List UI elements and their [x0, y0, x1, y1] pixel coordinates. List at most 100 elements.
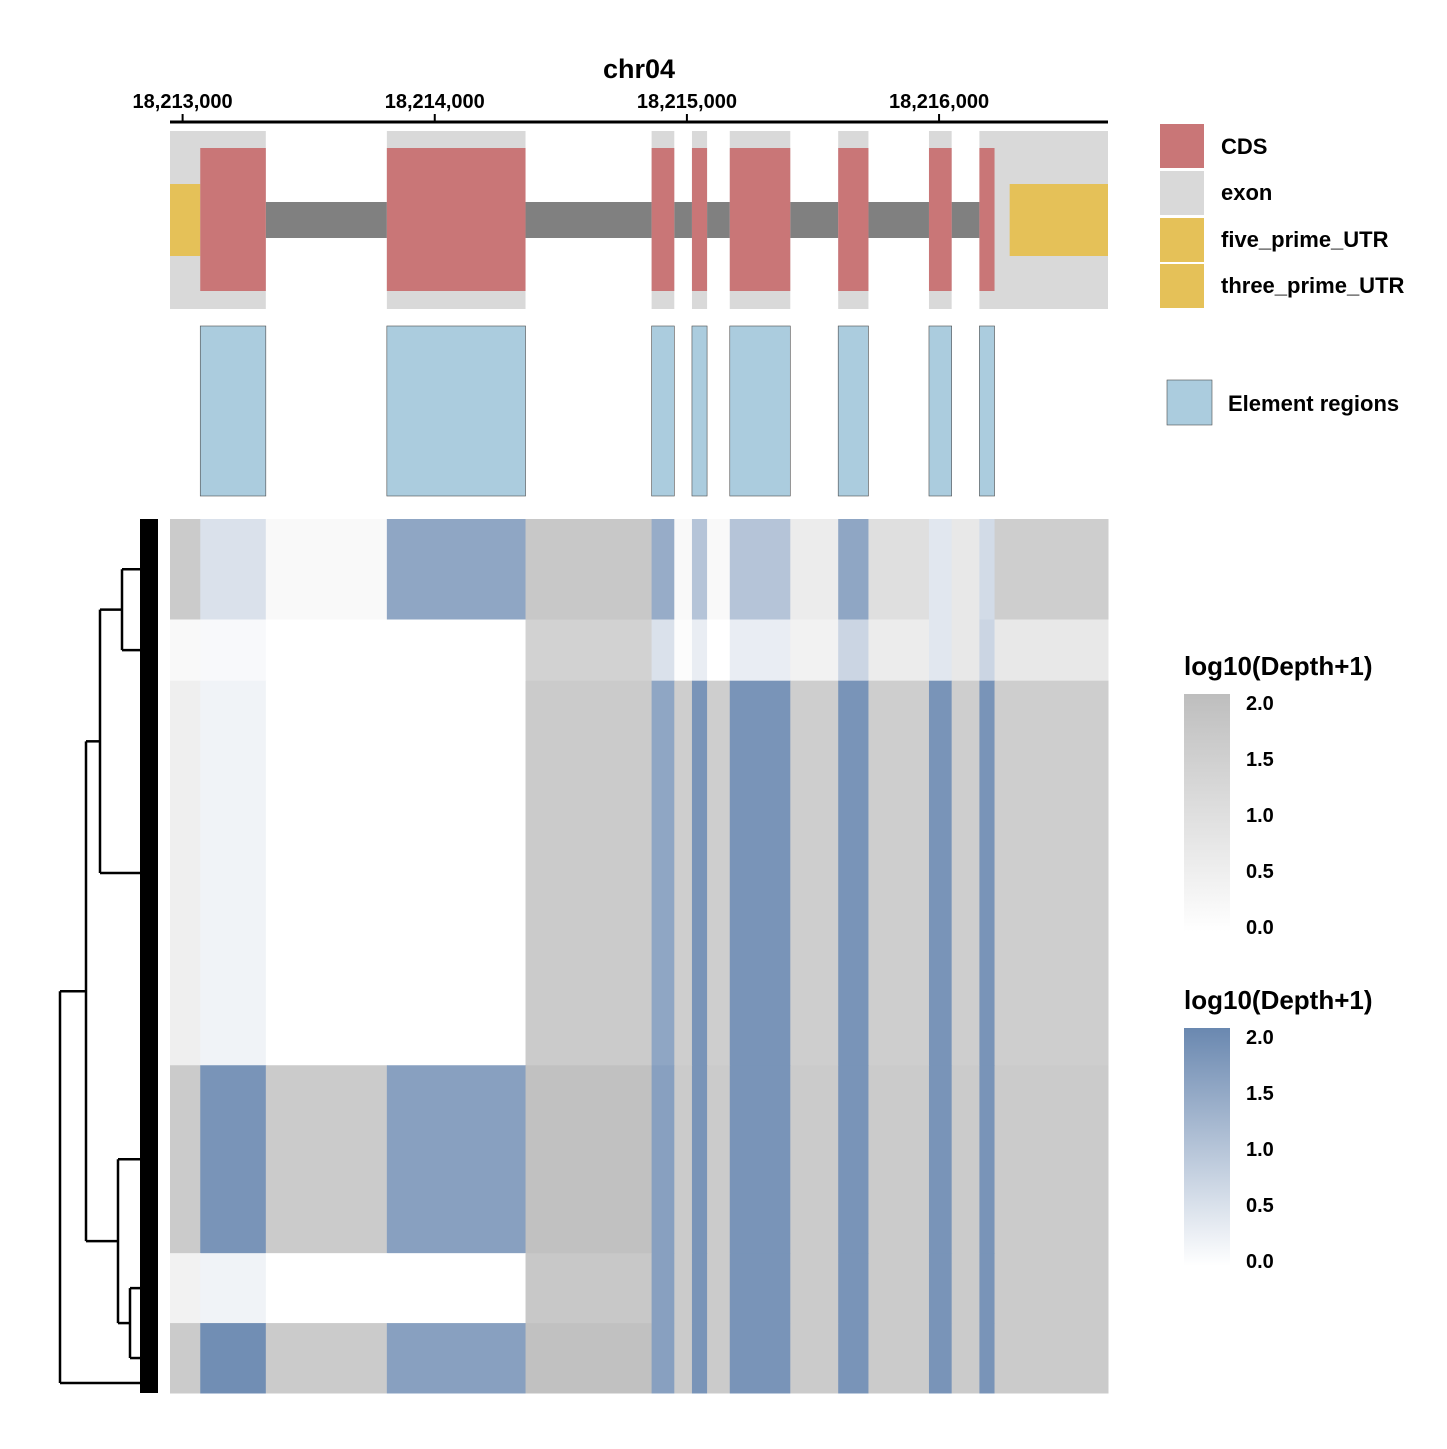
heatmap-cell — [265, 619, 388, 682]
heatmap-cell — [928, 1065, 953, 1254]
heatmap-cell — [729, 519, 791, 621]
heatmap-cell — [868, 1065, 930, 1254]
legend-label-exon: exon — [1221, 180, 1272, 205]
heatmap-cell — [838, 680, 869, 1066]
heatmap-cell — [994, 619, 1109, 682]
heatmap-cell — [928, 619, 953, 682]
heatmap-cell — [868, 1253, 930, 1324]
gene-model-track — [170, 131, 1108, 309]
heatmap-cell — [265, 680, 388, 1066]
heatmap-cell — [674, 1065, 693, 1254]
heatmap-cell — [200, 619, 267, 682]
colorbar-gradient-grey — [1184, 694, 1230, 932]
heatmap-cell — [651, 1253, 675, 1324]
heatmap-cell — [200, 519, 267, 621]
heatmap-cell — [790, 1323, 839, 1394]
heatmap-cell — [525, 519, 653, 621]
heatmap-cell — [170, 619, 201, 682]
heatmap-cell — [707, 1065, 731, 1254]
heatmap-cell — [729, 680, 791, 1066]
colorbar-title: log10(Depth+1) — [1184, 651, 1373, 681]
heatmap-cell — [170, 680, 201, 1066]
heatmap-cell — [928, 519, 953, 621]
heatmap-cell — [994, 680, 1109, 1066]
heatmap-cell — [979, 619, 996, 682]
heatmap-cell — [790, 680, 839, 1066]
heatmap-cell — [868, 619, 930, 682]
colorbar-title: log10(Depth+1) — [1184, 985, 1373, 1015]
element-region — [651, 325, 675, 497]
legend-key-exon — [1160, 171, 1204, 215]
element-region — [979, 325, 995, 497]
row-dendrogram — [58, 519, 158, 1393]
legend-key-element-regions — [1166, 379, 1213, 426]
cds-block — [928, 148, 952, 291]
three-prime-utr-block — [1009, 184, 1108, 256]
heatmap-cell — [674, 619, 693, 682]
heatmap-cell — [674, 519, 693, 621]
colorbar-tick: 1.0 — [1246, 1139, 1274, 1161]
heatmap-cell — [674, 680, 693, 1066]
element-region — [729, 325, 791, 497]
heatmap-cell — [868, 519, 930, 621]
heatmap-cell — [525, 680, 653, 1066]
heatmap-cell — [979, 1065, 996, 1254]
heatmap-cell — [707, 1253, 731, 1324]
heatmap-cell — [928, 1253, 953, 1324]
heatmap-cell — [729, 1065, 791, 1254]
heatmap-cell — [170, 1253, 201, 1324]
heatmap-cell — [265, 1253, 388, 1324]
legend-key-three-prime-utr — [1160, 264, 1204, 308]
cds-block — [838, 148, 869, 291]
heatmap-cell — [729, 1323, 791, 1394]
x-tick-label: 18,216,000 — [889, 91, 989, 113]
heatmap-cell — [651, 619, 675, 682]
colorbar-tick: 0.0 — [1246, 1251, 1274, 1273]
heatmap-cell — [265, 519, 388, 621]
heatmap-cell — [170, 519, 201, 621]
heatmap-cell — [951, 619, 980, 682]
heatmap-cell — [386, 519, 527, 621]
legend-label-three-prime-utr: three_prime_UTR — [1221, 273, 1405, 298]
heatmap-cell — [994, 1323, 1109, 1394]
colorbar-tick: 2.0 — [1246, 1027, 1274, 1049]
heatmap-cell — [729, 1253, 791, 1324]
x-tick-label: 18,213,000 — [133, 91, 233, 113]
heatmap-cell — [979, 1253, 996, 1324]
heatmap-cell — [951, 680, 980, 1066]
element-regions-track — [199, 325, 995, 497]
heatmap-cell — [691, 680, 708, 1066]
depth-heatmap — [170, 519, 1109, 1394]
x-axis: 18,213,000 18,214,000 18,215,000 18,216,000 — [133, 91, 1108, 124]
cds-block — [729, 148, 791, 291]
heatmap-cell — [994, 519, 1109, 621]
x-tick-label: 18,215,000 — [637, 91, 737, 113]
heatmap-cell — [951, 1323, 980, 1394]
heatmap-cell — [838, 1253, 869, 1324]
cds-block — [651, 148, 675, 291]
heatmap-cell — [790, 619, 839, 682]
chart-title: chr04 — [603, 54, 675, 84]
cds-block — [386, 148, 526, 291]
heatmap-cell — [386, 619, 527, 682]
heatmap-cell — [674, 1253, 693, 1324]
heatmap-cell — [838, 1323, 869, 1394]
heatmap-cell — [979, 1323, 996, 1394]
heatmap-cell — [729, 619, 791, 682]
colorbar-inside-elements: log10(Depth+1) 2.0 1.5 1.0 0.5 0.0 — [1184, 985, 1373, 1273]
x-tick-label: 18,214,000 — [385, 91, 485, 113]
five-prime-utr-block — [170, 184, 201, 256]
legend-key-five-prime-utr — [1160, 218, 1204, 262]
heatmap-cell — [707, 519, 731, 621]
element-region — [837, 325, 869, 497]
heatmap-cell — [525, 1323, 653, 1394]
colorbar-tick: 0.5 — [1246, 861, 1274, 883]
heatmap-cell — [651, 519, 675, 621]
heatmap-cell — [386, 1323, 527, 1394]
heatmap-cell — [691, 1253, 708, 1324]
legend-label-cds: CDS — [1221, 134, 1267, 159]
heatmap-cell — [386, 680, 527, 1066]
colorbar-tick: 1.5 — [1246, 1083, 1274, 1105]
heatmap-cell — [200, 680, 267, 1066]
